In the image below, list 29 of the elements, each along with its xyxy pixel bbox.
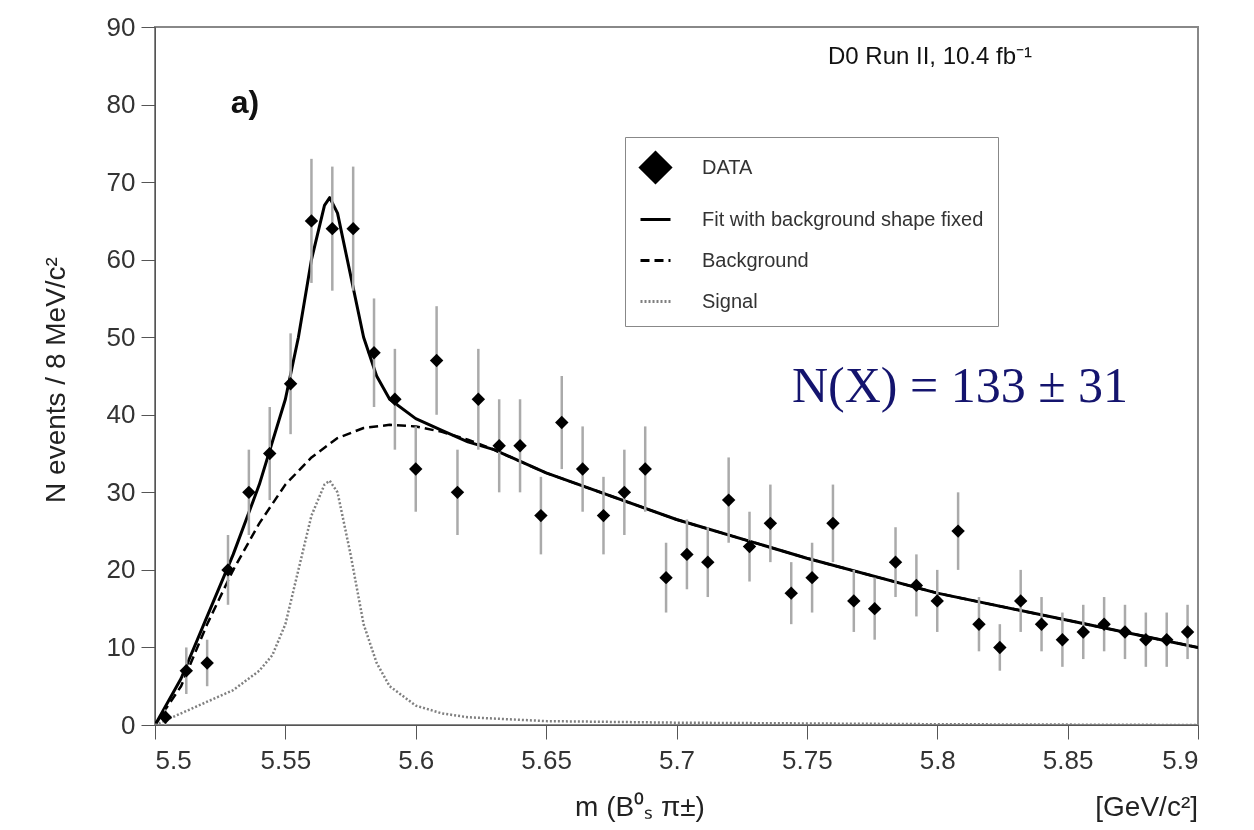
x-tick-label: 5.55 <box>260 744 312 775</box>
x-axis-title: m (B⁰ₛ π±) <box>575 791 705 822</box>
x-tick-label: 5.7 <box>658 744 696 775</box>
y-tick-label: 10 <box>106 631 136 662</box>
y-tick-label: 70 <box>106 166 136 197</box>
legend-label: Background <box>702 248 809 271</box>
x-tick-label: 5.9 <box>1162 744 1199 775</box>
y-tick-label: 50 <box>106 321 136 352</box>
y-tick-label: 40 <box>106 399 136 430</box>
legend-label: DATA <box>702 155 754 178</box>
text: [GeV/c²] <box>1095 791 1198 822</box>
y-tick-label: 80 <box>106 89 136 120</box>
y-tick-label: 60 <box>106 244 136 275</box>
y-axis-title: N events / 8 MeV/c² <box>40 257 71 503</box>
x-tick-label: 5.8 <box>919 744 956 775</box>
annotation: a) <box>230 84 260 120</box>
y-tick-label: 90 <box>106 11 136 42</box>
x-tick-label: 5.85 <box>1042 744 1094 775</box>
x-tick-label: 5.65 <box>521 744 572 775</box>
legend-label: Signal <box>702 289 758 312</box>
legend-label: Fit with background shape fixed <box>702 207 984 230</box>
y-tick-label: 0 <box>121 709 136 740</box>
x-tick-label: 5.6 <box>398 744 435 775</box>
x-tick-label: 5.75 <box>782 744 833 775</box>
annotation: N(X) = 133 ± 31 <box>791 357 1129 413</box>
annotation: D0 Run II, 10.4 fb⁻¹ <box>827 42 1033 69</box>
y-tick-label: 20 <box>106 554 136 585</box>
y-tick-label: 30 <box>106 476 136 507</box>
x-tick-label: 5.5 <box>155 744 192 775</box>
